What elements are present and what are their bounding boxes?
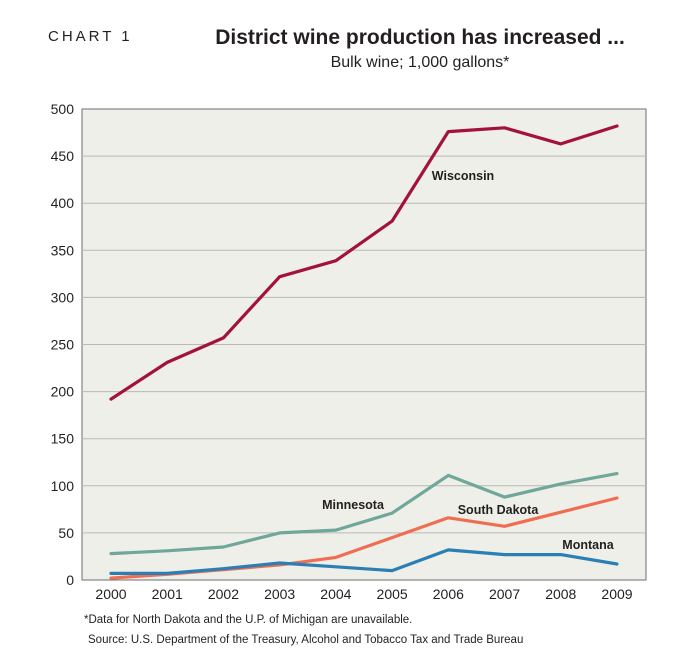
x-tick-label: 2002 <box>208 586 239 602</box>
x-tick-label: 2001 <box>152 586 183 602</box>
series-labels: Wisconsin Minnesota South Dakota Montana <box>322 169 615 552</box>
y-tick-label: 0 <box>66 572 74 588</box>
y-tick-label: 500 <box>51 101 75 117</box>
y-tick-label: 400 <box>51 195 75 211</box>
x-axis-tick-labels: 2000 2001 2002 2003 2004 2005 2006 2007 2008 2009 <box>95 586 632 602</box>
y-tick-label: 150 <box>51 431 75 447</box>
series-line-wisconsin <box>109 124 619 401</box>
chart-title: District wine production has increased .… <box>215 26 625 49</box>
chart-subtitle: Bulk wine; 1,000 gallons* <box>330 54 510 71</box>
series-lines <box>109 124 619 580</box>
x-tick-label: 2007 <box>489 586 520 602</box>
y-axis-tick-labels: 0 50 100 150 200 250 300 350 400 450 500 <box>51 101 75 588</box>
series-label-minnesota: Minnesota <box>322 498 385 512</box>
x-tick-label: 2008 <box>545 586 576 602</box>
series-label-south-dakota: South Dakota <box>458 503 540 517</box>
y-tick-label: 450 <box>51 148 75 164</box>
footnote: *Data for North Dakota and the U.P. of M… <box>84 614 413 626</box>
source-note: Source: U.S. Department of the Treasury,… <box>88 634 524 646</box>
x-tick-label: 2000 <box>95 586 126 602</box>
series-line-minnesota <box>109 472 619 556</box>
chart-number-label: CHART 1 <box>48 28 133 45</box>
y-tick-label: 200 <box>51 384 75 400</box>
x-tick-label: 2005 <box>377 586 408 602</box>
x-tick-label: 2003 <box>264 586 295 602</box>
y-tick-label: 300 <box>51 289 75 305</box>
y-tick-label: 100 <box>51 478 75 494</box>
series-line-montana <box>109 548 619 576</box>
y-tick-label: 50 <box>58 525 74 541</box>
x-tick-label: 2004 <box>320 586 351 602</box>
series-label-montana: Montana <box>562 538 614 552</box>
series-label-wisconsin: Wisconsin <box>432 169 494 183</box>
y-tick-label: 350 <box>51 242 75 258</box>
y-tick-label: 250 <box>51 337 75 353</box>
x-tick-label: 2009 <box>601 586 632 602</box>
x-tick-label: 2006 <box>433 586 464 602</box>
